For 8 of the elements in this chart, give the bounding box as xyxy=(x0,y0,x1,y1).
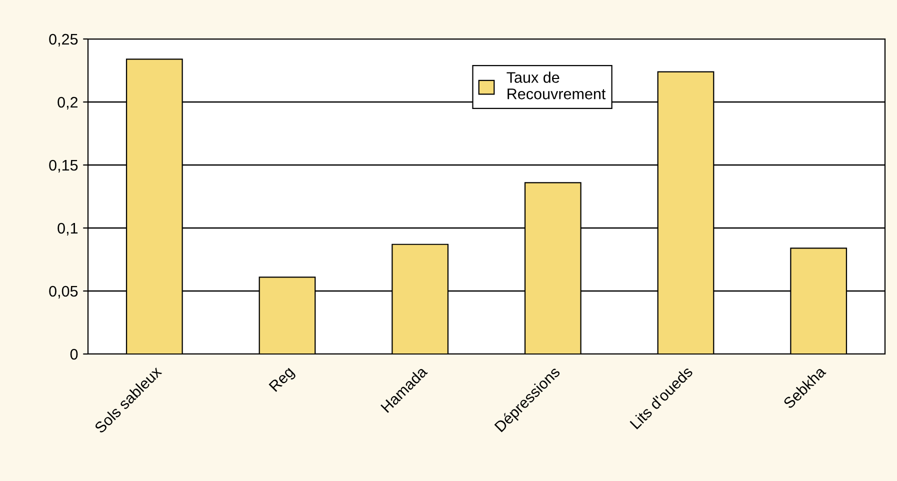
y-tick-label: 0,1 xyxy=(58,222,78,236)
y-tick-label: 0 xyxy=(70,348,78,360)
y-tick-label: 0,25 xyxy=(49,34,78,46)
y-tick-label: 0,05 xyxy=(49,286,78,298)
y-tick-label: 0,15 xyxy=(49,160,78,172)
legend-label: Taux de Recouvrement xyxy=(506,72,606,100)
y-tick-label: 0,2 xyxy=(58,96,78,110)
x-tick-label: Reg xyxy=(268,366,297,394)
